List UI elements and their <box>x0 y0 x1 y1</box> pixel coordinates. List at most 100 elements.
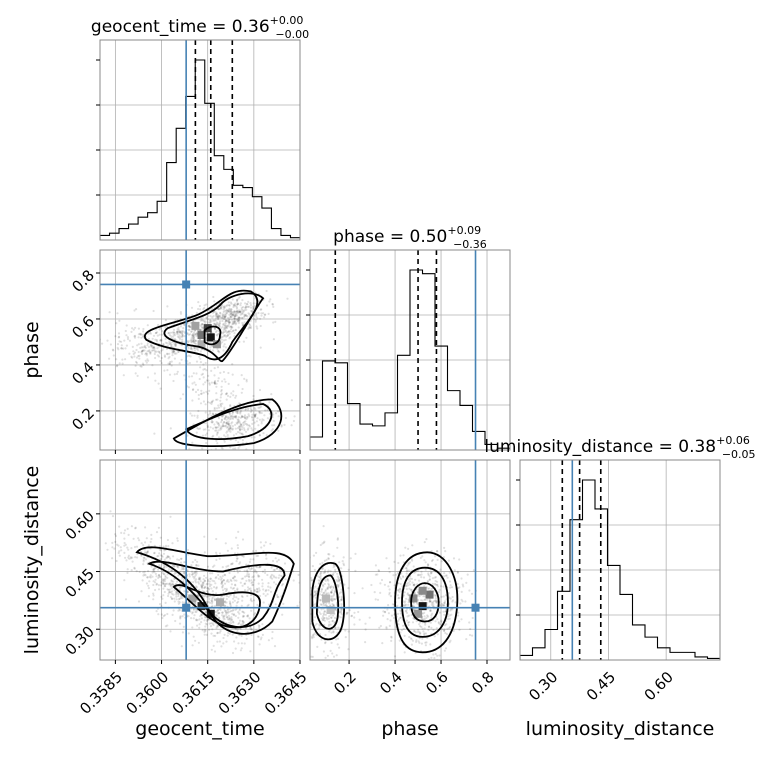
sample-point <box>256 417 259 420</box>
sample-point <box>443 600 447 603</box>
sample-point <box>331 589 334 592</box>
sample-point <box>415 602 419 605</box>
sample-point <box>335 654 338 657</box>
sample-point <box>237 384 240 387</box>
sample-point <box>141 362 144 365</box>
sample-point <box>228 616 231 620</box>
sample-point <box>190 340 193 343</box>
sample-point <box>204 625 207 628</box>
sample-point <box>254 612 257 615</box>
sample-point <box>272 413 275 416</box>
sample-point <box>270 566 273 569</box>
sample-point <box>171 354 174 357</box>
sample-point <box>410 577 413 581</box>
sample-point <box>212 315 215 318</box>
sample-point <box>245 563 248 566</box>
sample-point <box>256 317 259 320</box>
sample-point <box>231 612 234 616</box>
sample-point <box>460 618 463 621</box>
sample-point <box>230 308 233 311</box>
sample-point <box>183 613 186 616</box>
sample-point <box>211 316 214 319</box>
sample-point <box>271 630 274 634</box>
sample-point <box>175 330 179 333</box>
sample-point <box>232 434 235 437</box>
sample-point <box>135 308 138 311</box>
sample-point <box>168 334 171 337</box>
sample-point <box>454 601 457 604</box>
sample-point <box>238 634 241 637</box>
sample-point <box>423 595 426 598</box>
sample-point <box>130 355 133 358</box>
sample-point <box>219 428 222 431</box>
sample-point <box>220 645 223 648</box>
sample-point <box>144 558 148 561</box>
sample-point <box>415 639 418 642</box>
sample-point <box>170 580 173 583</box>
sample-point <box>236 557 239 560</box>
sample-point <box>225 313 228 316</box>
sample-point <box>204 611 207 614</box>
sample-point <box>142 349 145 352</box>
sample-point <box>162 594 165 597</box>
sample-point <box>236 601 239 604</box>
sample-point <box>140 365 143 368</box>
sample-point <box>170 579 173 582</box>
sample-point <box>329 613 332 616</box>
sample-point <box>118 340 121 343</box>
sample-point <box>235 415 238 418</box>
sample-point <box>318 624 321 627</box>
sample-point <box>261 582 264 585</box>
sample-point <box>258 575 261 578</box>
sample-point <box>217 377 220 380</box>
sample-point <box>322 591 325 595</box>
sample-point <box>242 610 245 613</box>
sample-point <box>223 327 226 330</box>
sample-point <box>193 577 196 580</box>
sample-point <box>319 612 322 616</box>
sample-point <box>218 552 222 555</box>
sample-point <box>224 334 227 337</box>
sample-point <box>432 653 435 656</box>
sample-point <box>237 326 240 329</box>
sample-point <box>231 651 235 655</box>
sample-point <box>228 332 231 335</box>
sample-point <box>413 666 415 668</box>
x-tick-label: 0.6 <box>422 668 452 698</box>
sample-point <box>217 350 220 353</box>
sample-point <box>158 574 161 577</box>
y-axis-label: phase <box>21 321 43 378</box>
sample-point <box>172 349 175 353</box>
sample-point <box>140 333 143 336</box>
sample-point <box>246 303 249 306</box>
sample-point <box>212 399 215 402</box>
sample-point <box>312 603 315 606</box>
sample-point <box>194 339 197 342</box>
sample-point <box>217 429 220 432</box>
sample-point <box>192 572 195 575</box>
sample-point <box>419 574 422 577</box>
sample-point <box>316 628 319 631</box>
sample-point <box>177 566 180 569</box>
sample-point <box>324 579 327 583</box>
sample-point <box>434 652 437 656</box>
sample-point <box>407 584 410 587</box>
sample-point <box>281 583 285 586</box>
sample-point <box>257 311 260 315</box>
sample-point <box>122 347 125 350</box>
sample-point <box>181 329 184 333</box>
sample-point <box>253 588 256 592</box>
sample-point <box>211 579 214 582</box>
sample-point <box>224 338 227 341</box>
sample-point <box>229 310 232 313</box>
sample-point <box>225 426 228 429</box>
sample-point <box>404 546 407 549</box>
sample-point <box>393 560 396 564</box>
sample-point <box>198 588 201 591</box>
sample-point <box>239 425 242 428</box>
sample-point <box>274 557 277 560</box>
sample-point <box>432 603 435 606</box>
sample-point <box>434 599 438 602</box>
sample-point <box>187 386 190 389</box>
sample-point <box>213 423 216 426</box>
